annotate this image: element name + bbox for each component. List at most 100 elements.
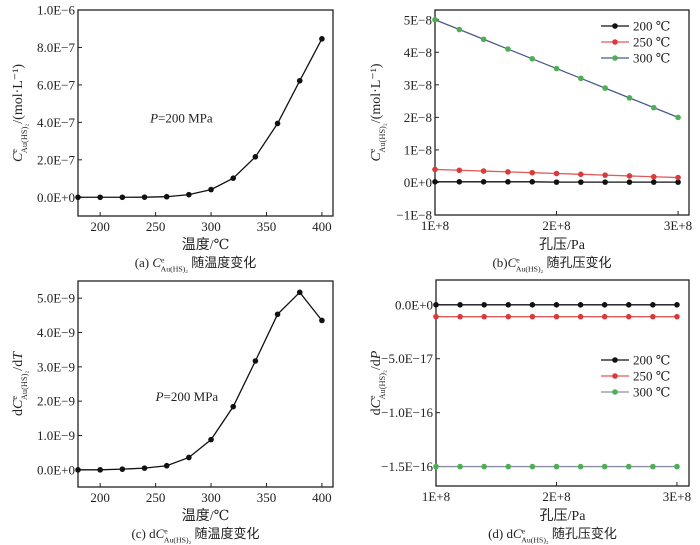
legend-swatch-marker [612, 373, 618, 379]
data-point [457, 313, 463, 320]
data-point [577, 463, 584, 470]
data-point [505, 179, 511, 185]
data-point [186, 191, 192, 198]
data-point [296, 77, 303, 84]
data-point [650, 173, 657, 180]
data-point [456, 26, 463, 33]
data-point [230, 403, 237, 410]
y-tick-label: 0.0E+0 [37, 462, 75, 477]
legend-label: 250 ℃ [633, 35, 670, 50]
y-tick-label: 3.0E−9 [37, 359, 75, 374]
y-tick-label: 4E−8 [404, 45, 432, 60]
x-tick-label: 200 [90, 490, 110, 505]
legend-swatch-marker [612, 389, 618, 395]
data-point [650, 179, 657, 185]
y-tick-label: 4.0E−9 [37, 325, 75, 340]
legend-label: 200 ℃ [633, 19, 670, 34]
data-point [626, 173, 633, 179]
x-tick-label: 3E+8 [663, 489, 691, 504]
data-point [529, 302, 536, 308]
data-point [432, 179, 438, 185]
data-point [626, 95, 633, 101]
legend-label: 200 ℃ [633, 353, 670, 368]
data-point [529, 169, 536, 176]
x-tick-label: 300 [201, 219, 221, 234]
data-point [601, 302, 608, 308]
x-axis-label: 孔压/Pa [539, 237, 586, 253]
panel-caption: (c) dCe Au(HS)₂ 随温度变化 [131, 526, 259, 545]
x-tick-label: 350 [257, 219, 277, 234]
y-tick-label: 5.0E−9 [37, 291, 75, 306]
data-point [674, 313, 680, 320]
data-point [480, 168, 487, 174]
y-axis-label: CeAu(HS)₂/(mol·L⁻¹) [10, 64, 29, 162]
y-tick-label: 2.0E−9 [37, 394, 75, 409]
data-point [505, 463, 512, 470]
data-point [505, 46, 511, 52]
data-point [186, 454, 192, 461]
data-point [650, 302, 656, 308]
y-tick-label: 1E−8 [404, 142, 432, 157]
data-point [457, 302, 463, 308]
legend-swatch-marker [612, 39, 618, 45]
data-point [529, 179, 536, 185]
data-point [675, 179, 681, 185]
data-point [602, 85, 608, 91]
y-tick-label: 1.0E−6 [37, 3, 76, 18]
legend-label: 300 ℃ [633, 51, 670, 66]
y-tick-label: 2.0E−7 [37, 152, 76, 167]
data-point [208, 186, 214, 193]
data-point [432, 16, 438, 23]
data-point [319, 317, 325, 324]
y-tick-label: −1.5E−16 [381, 459, 433, 474]
data-point [675, 174, 681, 181]
data-point [674, 463, 680, 470]
data-point [529, 56, 536, 62]
y-tick-label: 8.0E−7 [37, 40, 76, 55]
data-point [480, 179, 487, 185]
panel-caption: (a) Ce Au(HS)₂ 随温度变化 [135, 255, 257, 274]
legend-swatch-marker [612, 23, 618, 29]
plot-frame [77, 9, 334, 217]
x-axis-label: 温度/℃ [182, 237, 230, 253]
data-point [456, 179, 463, 185]
data-point [296, 289, 303, 296]
data-point [650, 104, 657, 111]
x-tick-label: 350 [257, 490, 277, 505]
series-line-1 [78, 291, 323, 471]
plot-frame [434, 9, 690, 216]
annotation-pressure: P=200 MPa [149, 110, 213, 125]
data-point [481, 313, 487, 320]
y-axis-label: CeAu(HS)₂/(mol·L⁻¹) [368, 63, 387, 161]
data-point [626, 179, 633, 185]
data-point [674, 302, 680, 308]
data-point [529, 313, 536, 320]
data-point [456, 167, 463, 174]
data-point [432, 166, 438, 173]
legend-label: 300 ℃ [633, 385, 670, 400]
data-point [163, 193, 170, 200]
y-tick-label: −1E−8 [396, 208, 432, 223]
data-point [602, 172, 608, 178]
chart-panel-b: 1E+8 2E+8 3E+8 −1E−8 0E+0 1E−8 2E−8 3E−8 4E−8 5E−… [368, 9, 692, 274]
y-tick-label: 2E−8 [404, 110, 432, 125]
y-tick-label: −5.0E−17 [381, 351, 433, 366]
y-axis-label: dCeAu(HS)₂/dT [10, 351, 29, 416]
data-point [319, 36, 325, 42]
x-tick-label: 200 [90, 219, 110, 234]
panel-caption: (d) dCe Au(HS)₂ 随孔压变化 [488, 526, 617, 545]
data-point [505, 302, 512, 308]
y-tick-label: −1.0E−16 [381, 405, 433, 420]
data-point [141, 465, 148, 471]
data-point [480, 36, 487, 43]
x-tick-label: 1E+8 [421, 218, 449, 233]
data-point [433, 463, 439, 470]
data-point [578, 179, 584, 185]
data-point [119, 466, 126, 472]
annotation-pressure: P=200 MPa [155, 389, 219, 404]
data-point [529, 463, 536, 470]
y-tick-label: 0.0E+0 [395, 297, 433, 312]
data-point [163, 462, 170, 469]
data-point [650, 463, 656, 470]
x-tick-label: 300 [201, 490, 221, 505]
